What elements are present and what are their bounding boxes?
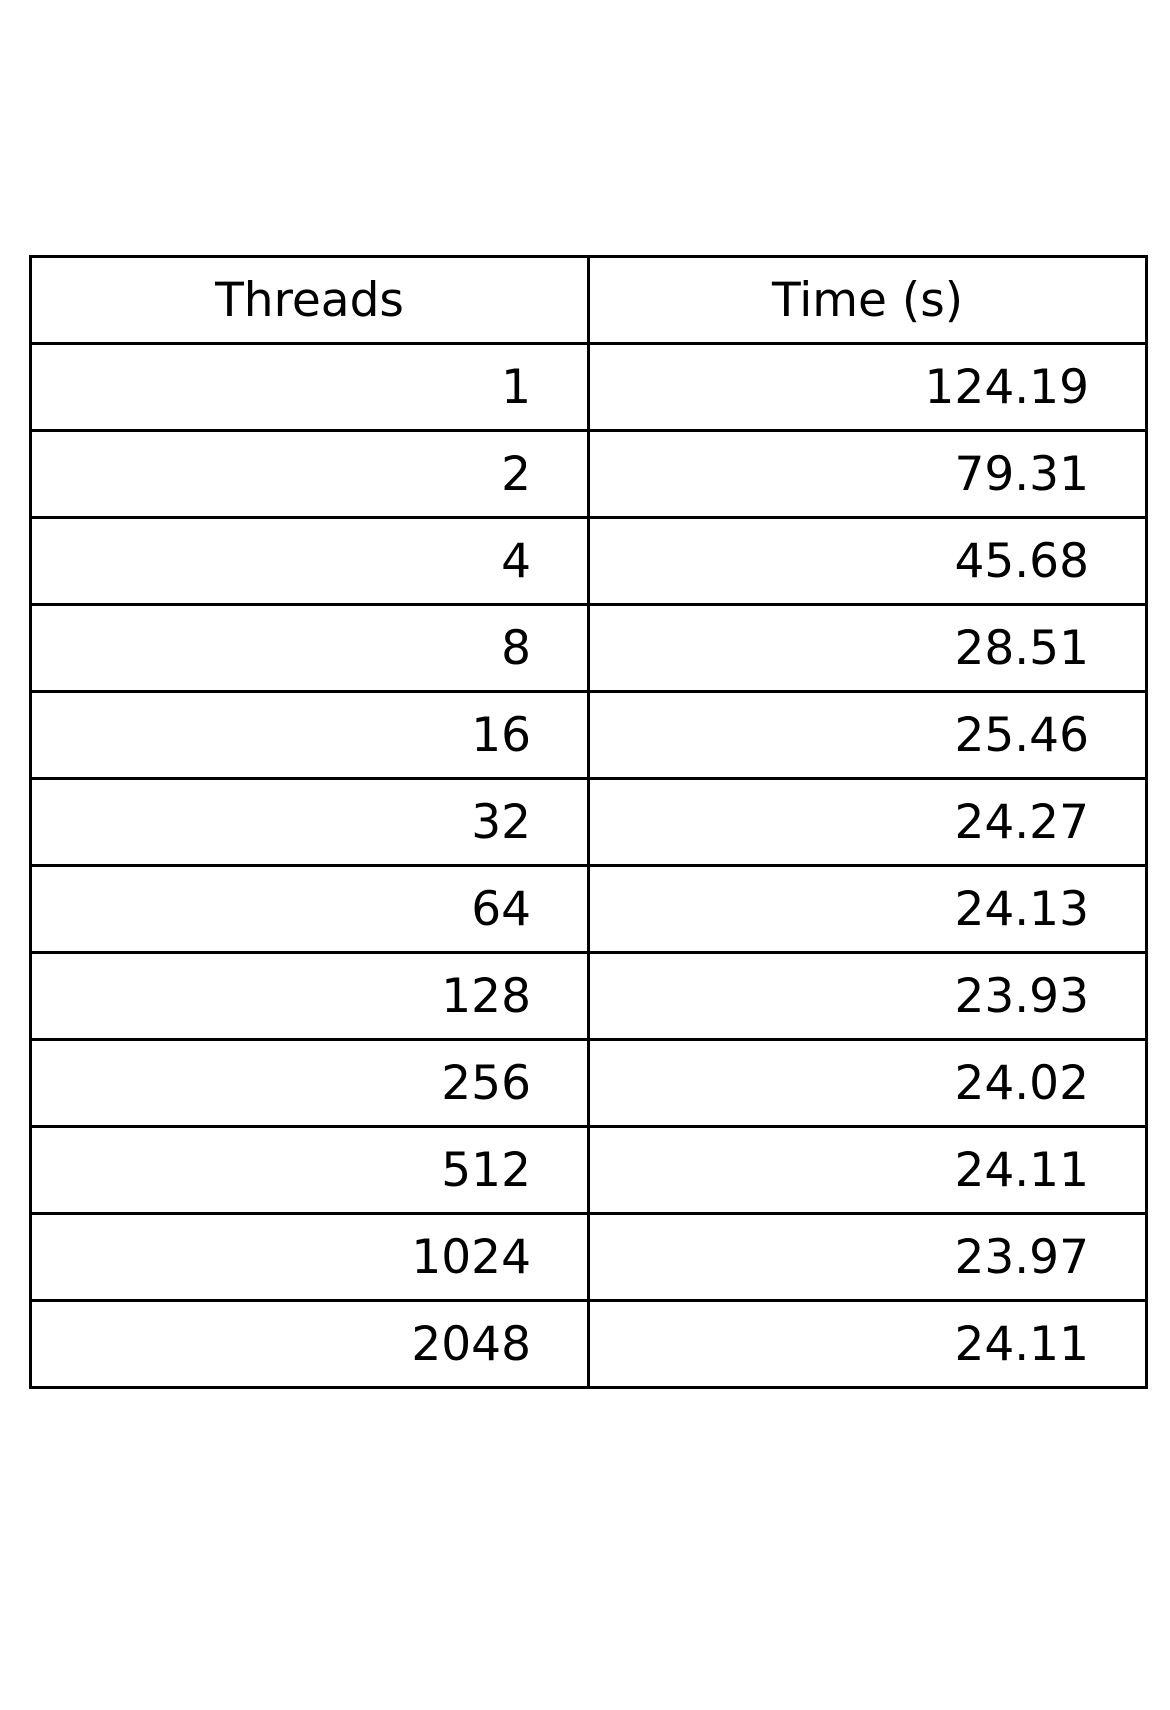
table-row: 8 28.51 [29, 603, 1148, 693]
time-cell: 24.13 [587, 864, 1148, 954]
table-row: 4 45.68 [29, 516, 1148, 606]
time-cell: 79.31 [587, 429, 1148, 519]
table-row: 16 25.46 [29, 690, 1148, 780]
table-row: 2 79.31 [29, 429, 1148, 519]
time-cell: 25.46 [587, 690, 1148, 780]
time-cell: 24.27 [587, 777, 1148, 867]
data-table: Threads Time (s) 1 124.19 2 79.31 4 45.68 8 28.… [29, 255, 1148, 1389]
table-row: 1024 23.97 [29, 1212, 1148, 1302]
time-cell: 24.11 [587, 1299, 1148, 1389]
time-cell: 24.02 [587, 1038, 1148, 1128]
table-body: 1 124.19 2 79.31 4 45.68 8 28.51 16 25.46 32 24.27 6… [29, 342, 1148, 1389]
threads-cell: 256 [29, 1038, 590, 1128]
time-cell: 45.68 [587, 516, 1148, 606]
threads-cell: 32 [29, 777, 590, 867]
table-row: 512 24.11 [29, 1125, 1148, 1215]
table-row: 64 24.13 [29, 864, 1148, 954]
threads-cell: 8 [29, 603, 590, 693]
threads-cell: 1 [29, 342, 590, 432]
time-cell: 23.97 [587, 1212, 1148, 1302]
data-table-container: Threads Time (s) 1 124.19 2 79.31 4 45.68 8 28.… [29, 255, 1148, 1389]
table-row: 128 23.93 [29, 951, 1148, 1041]
time-cell: 124.19 [587, 342, 1148, 432]
threads-cell: 4 [29, 516, 590, 606]
threads-cell: 16 [29, 690, 590, 780]
threads-cell: 2048 [29, 1299, 590, 1389]
time-cell: 23.93 [587, 951, 1148, 1041]
table-row: 256 24.02 [29, 1038, 1148, 1128]
table-row: 2048 24.11 [29, 1299, 1148, 1389]
time-cell: 28.51 [587, 603, 1148, 693]
threads-cell: 1024 [29, 1212, 590, 1302]
header-row: Threads Time (s) [29, 255, 1148, 345]
time-cell: 24.11 [587, 1125, 1148, 1215]
table-row: 32 24.27 [29, 777, 1148, 867]
threads-cell: 512 [29, 1125, 590, 1215]
threads-cell: 128 [29, 951, 590, 1041]
threads-cell: 64 [29, 864, 590, 954]
column-header-threads: Threads [29, 255, 590, 345]
threads-cell: 2 [29, 429, 590, 519]
table-row: 1 124.19 [29, 342, 1148, 432]
column-header-time: Time (s) [587, 255, 1148, 345]
